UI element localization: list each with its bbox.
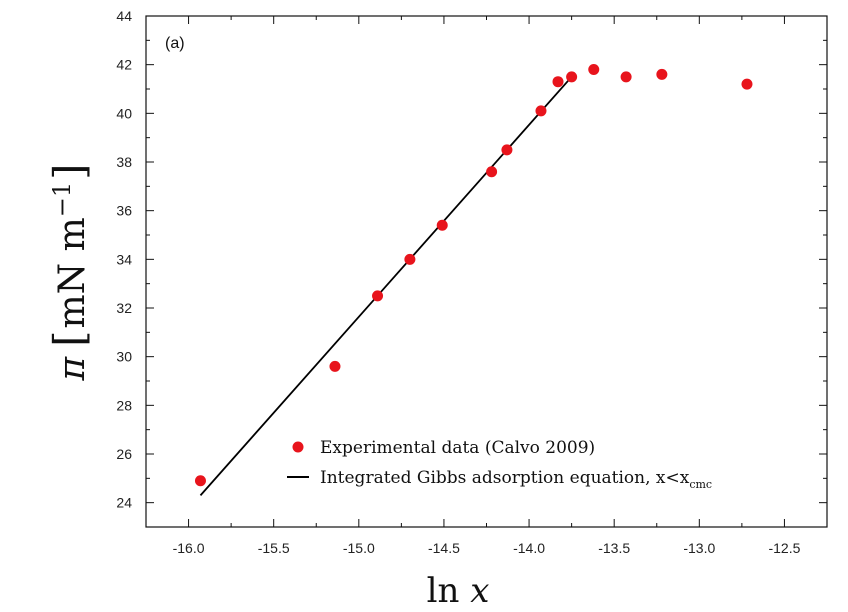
- x-tick-label: -15.0: [343, 540, 375, 556]
- data-point: [372, 290, 384, 302]
- data-point: [566, 71, 578, 83]
- data-point: [535, 105, 547, 117]
- gibbs-fit-line: [199, 76, 573, 496]
- y-tick-label: 34: [116, 251, 132, 267]
- legend-subscript: cmc: [689, 478, 712, 491]
- data-point: [194, 475, 206, 487]
- x-axis-label: ln x: [427, 571, 490, 611]
- x-tick-label: -14.0: [513, 540, 545, 556]
- x-tick-label: -13.0: [683, 540, 715, 556]
- data-point: [620, 71, 632, 83]
- data-point: [588, 64, 600, 76]
- data-point: [552, 76, 564, 88]
- data-point: [404, 253, 416, 265]
- y-tick-label: 44: [116, 8, 132, 24]
- data-point: [436, 219, 448, 231]
- axis-ticks: -16.0 -15.5 -15.0 -14.5 -14.0 -13.5 -13.0 -12.5…: [116, 8, 827, 556]
- legend: Experimental data (Calvo 2009) Integrated…: [287, 438, 712, 491]
- y-tick-label: 36: [116, 203, 132, 219]
- y-tick-label: 28: [116, 397, 132, 413]
- y-axis-label: π[mN m−1]: [45, 163, 94, 381]
- y-tick-label: 26: [116, 446, 132, 462]
- x-tick-label: -15.5: [258, 540, 290, 556]
- legend-marker-points: [292, 441, 304, 453]
- x-tick-label: -16.0: [173, 540, 205, 556]
- data-point: [741, 78, 753, 90]
- legend-label-line: Integrated Gibbs adsorption equation, x<…: [320, 468, 712, 491]
- x-tick-label: -14.5: [428, 540, 460, 556]
- y-tick-label: 42: [116, 57, 132, 73]
- y-tick-label: 30: [116, 349, 132, 365]
- y-tick-label: 24: [116, 495, 132, 511]
- x-tick-label: -12.5: [768, 540, 800, 556]
- series-layer: [194, 64, 753, 496]
- data-point: [329, 360, 341, 372]
- y-axis-title: π[mN m−1]: [45, 163, 94, 381]
- data-point: [501, 144, 513, 156]
- y-tick-label: 40: [116, 105, 132, 121]
- y-tick-label: 32: [116, 300, 132, 316]
- legend-label-points: Experimental data (Calvo 2009): [320, 438, 595, 458]
- data-point: [486, 166, 498, 178]
- x-axis-title: ln x: [427, 571, 490, 611]
- x-tick-label: -13.5: [598, 540, 630, 556]
- panel-label: (a): [165, 35, 185, 52]
- data-point: [656, 68, 668, 80]
- y-tick-label: 38: [116, 154, 132, 170]
